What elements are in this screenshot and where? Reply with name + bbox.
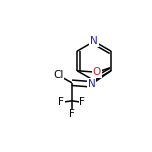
Text: O: O xyxy=(93,67,101,77)
Text: N: N xyxy=(90,36,98,46)
Text: F: F xyxy=(79,97,85,107)
Text: Cl: Cl xyxy=(53,70,64,80)
Text: F: F xyxy=(58,97,64,107)
Text: F: F xyxy=(69,109,75,119)
Text: N: N xyxy=(88,79,95,89)
